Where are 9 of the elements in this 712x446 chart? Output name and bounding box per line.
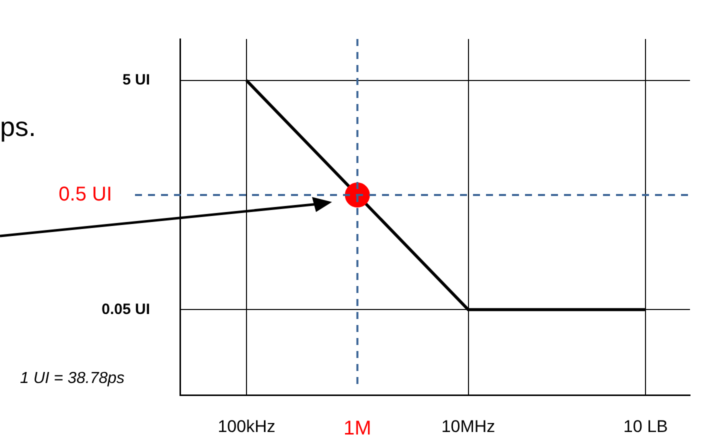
x-tick-label: 1M [343,418,372,440]
y-tick-label: 0.05 UI [102,300,150,318]
x-tick-label: 10 LB [623,416,668,436]
text: 1 UI = 38.78ps [20,370,125,388]
x-tick-label: 100kHz [218,416,276,436]
y-tick-label: 5 UI [122,72,150,89]
ref-line-label: 0.5 UI [58,184,112,206]
text: ps. [0,112,36,143]
x-tick-label: 10MHz [441,416,496,436]
